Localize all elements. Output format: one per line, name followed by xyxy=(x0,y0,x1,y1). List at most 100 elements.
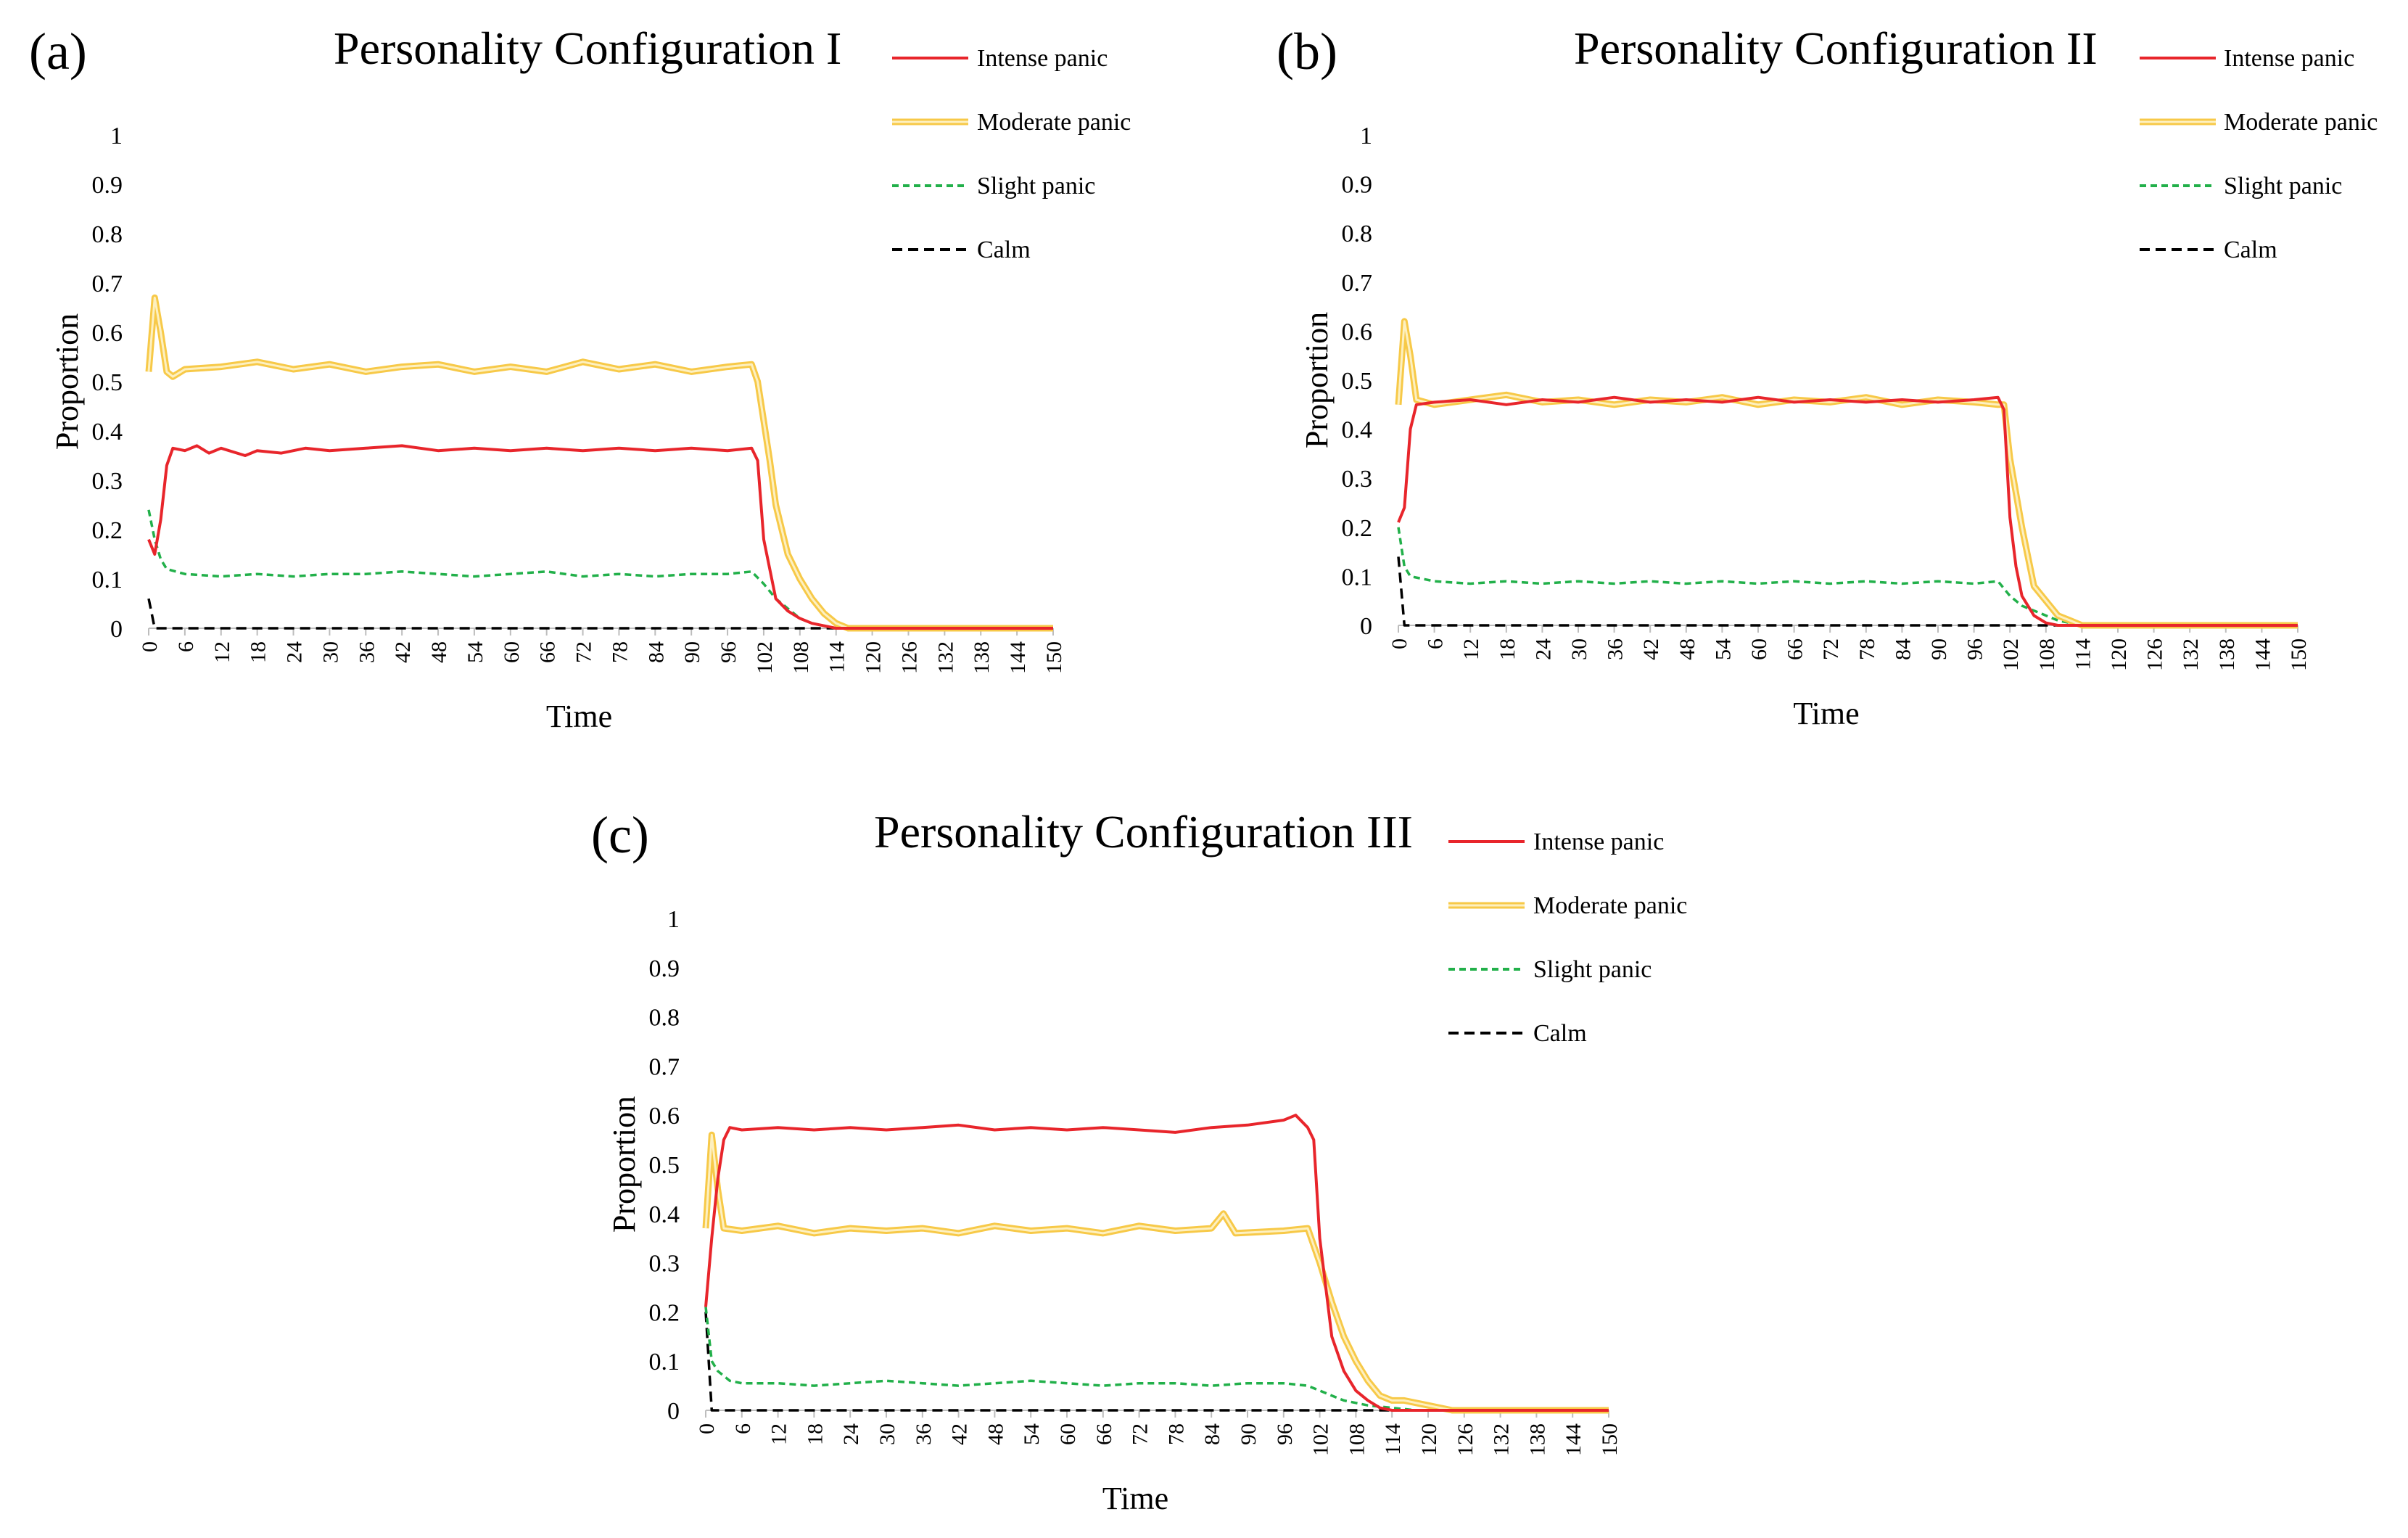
chart-panel-a: (a) Personality Configuration I 0 0.1 0.2 0.3… xyxy=(29,22,1131,734)
panel-label: (b) xyxy=(1277,22,1337,81)
series-line-moderate-panic-core xyxy=(1397,320,2298,627)
x-tick-label: 114 xyxy=(2071,638,2095,670)
x-tick-label: 120 xyxy=(2107,638,2131,671)
y-tick-label: 0.1 xyxy=(92,567,123,593)
series-line-moderate-panic xyxy=(145,294,1053,632)
y-tick-label: 0 xyxy=(1360,613,1372,640)
x-tick-label: 138 xyxy=(2215,638,2239,671)
y-tick-label: 0.9 xyxy=(92,172,123,199)
x-tick-label: 66 xyxy=(536,641,560,663)
x-tick-label: 18 xyxy=(1496,638,1520,660)
x-tick-label: 126 xyxy=(897,641,921,674)
series-line-intense-panic xyxy=(704,1114,1609,1412)
y-tick-label: 0.3 xyxy=(1342,466,1373,493)
x-tick-label: 102 xyxy=(1999,638,2023,671)
x-tick-label: 30 xyxy=(875,1423,899,1445)
x-tick-label: 114 xyxy=(825,641,849,673)
x-tick-label: 150 xyxy=(1598,1423,1622,1456)
y-tick-label: 0.6 xyxy=(92,320,123,347)
x-tick-label: 60 xyxy=(1747,638,1771,660)
x-tick-label: 78 xyxy=(608,641,632,663)
y-tick-label: 0.1 xyxy=(1342,564,1373,591)
legend-label-intense-panic: Intense panic xyxy=(1533,828,1664,855)
x-tick-label: 126 xyxy=(2143,638,2167,671)
x-tick-label: 6 xyxy=(731,1423,755,1434)
x-tick-label: 48 xyxy=(984,1423,1007,1445)
y-axis-title: Proportion xyxy=(606,1096,642,1233)
series-line-moderate-panic xyxy=(1395,318,2298,629)
legend-label-slight-panic: Slight panic xyxy=(2224,173,2342,200)
x-tick-label: 132 xyxy=(933,641,957,674)
x-tick-label: 24 xyxy=(283,641,307,663)
x-tick-label: 150 xyxy=(1042,641,1066,674)
series-line-calm xyxy=(1397,556,2298,627)
y-tick-label: 0.5 xyxy=(649,1152,680,1179)
x-tick-label: 36 xyxy=(355,641,379,663)
chart-title: Personality Configuration II xyxy=(1574,22,2098,74)
x-tick-label: 60 xyxy=(500,641,524,663)
x-tick-label: 138 xyxy=(970,641,994,674)
x-tick-label: 78 xyxy=(1164,1423,1188,1445)
x-tick-label: 60 xyxy=(1056,1423,1080,1445)
x-tick-label: 144 xyxy=(2251,638,2275,671)
x-axis-title: Time xyxy=(1102,1481,1168,1516)
x-tick-label: 6 xyxy=(1424,638,1448,649)
y-tick-label: 0.7 xyxy=(92,271,123,297)
x-tick-label: 12 xyxy=(210,641,234,663)
x-tick-label: 78 xyxy=(1855,638,1879,660)
x-tick-label: 24 xyxy=(1531,638,1555,660)
x-tick-label: 48 xyxy=(427,641,451,663)
series-line-calm xyxy=(704,1312,1609,1412)
x-tick-label: 108 xyxy=(2035,638,2059,671)
x-tick-label: 54 xyxy=(1711,638,1735,660)
y-tick-label: 1 xyxy=(110,123,123,149)
x-tick-label: 30 xyxy=(318,641,342,663)
chart-panel-c: (c) Personality Configuration III 0 0.1 0.2 0… xyxy=(591,806,1687,1516)
y-axis-title: Proportion xyxy=(1299,312,1335,448)
y-tick-label: 0.3 xyxy=(649,1251,680,1278)
x-tick-label: 42 xyxy=(1639,638,1663,660)
x-axis-title: Time xyxy=(546,699,612,734)
x-tick-label: 150 xyxy=(2287,638,2311,671)
x-tick-label: 126 xyxy=(1454,1423,1477,1456)
y-tick-label: 1 xyxy=(667,906,680,933)
series-line-moderate-panic-core xyxy=(704,1133,1609,1412)
legend-label-calm: Calm xyxy=(1533,1020,1587,1047)
legend-label-intense-panic: Intense panic xyxy=(977,45,1108,72)
y-tick-label: 0.9 xyxy=(649,955,680,982)
x-tick-label: 114 xyxy=(1381,1423,1405,1455)
x-tick-label: 108 xyxy=(1345,1423,1369,1456)
x-tick-label: 96 xyxy=(1963,638,1987,660)
series-line-calm xyxy=(147,598,1053,630)
y-tick-label: 0.4 xyxy=(1342,417,1373,444)
legend-label-calm: Calm xyxy=(977,237,1031,263)
x-tick-label: 66 xyxy=(1092,1423,1116,1445)
y-tick-label: 0.2 xyxy=(1342,515,1373,542)
y-tick-label: 0.6 xyxy=(1342,318,1373,345)
x-tick-label: 120 xyxy=(1417,1423,1441,1456)
x-tick-label: 0 xyxy=(1388,638,1411,649)
x-tick-label: 132 xyxy=(2179,638,2203,671)
y-tick-label: 0.8 xyxy=(1342,221,1373,247)
x-tick-label: 36 xyxy=(912,1423,936,1445)
series-line-intense-panic xyxy=(1397,395,2298,627)
x-tick-label: 84 xyxy=(1200,1423,1224,1445)
legend-label-slight-panic: Slight panic xyxy=(977,173,1095,200)
y-tick-label: 0.5 xyxy=(1342,368,1373,395)
y-tick-label: 0 xyxy=(110,616,123,643)
x-tick-label: 24 xyxy=(839,1423,863,1445)
y-tick-label: 0.8 xyxy=(92,221,123,248)
x-tick-label: 54 xyxy=(463,641,487,663)
x-tick-label: 96 xyxy=(1273,1423,1297,1445)
y-tick-label: 0.2 xyxy=(92,517,123,544)
chart-title: Personality Configuration III xyxy=(874,806,1413,858)
y-tick-label: 0.3 xyxy=(92,468,123,495)
x-tick-label: 90 xyxy=(1927,638,1951,660)
x-tick-label: 108 xyxy=(789,641,813,674)
x-tick-label: 102 xyxy=(753,641,777,674)
y-tick-label: 0.4 xyxy=(649,1201,680,1228)
x-tick-label: 90 xyxy=(680,641,704,663)
x-tick-label: 90 xyxy=(1237,1423,1261,1445)
x-tick-label: 138 xyxy=(1525,1423,1549,1456)
x-tick-label: 120 xyxy=(862,641,886,674)
